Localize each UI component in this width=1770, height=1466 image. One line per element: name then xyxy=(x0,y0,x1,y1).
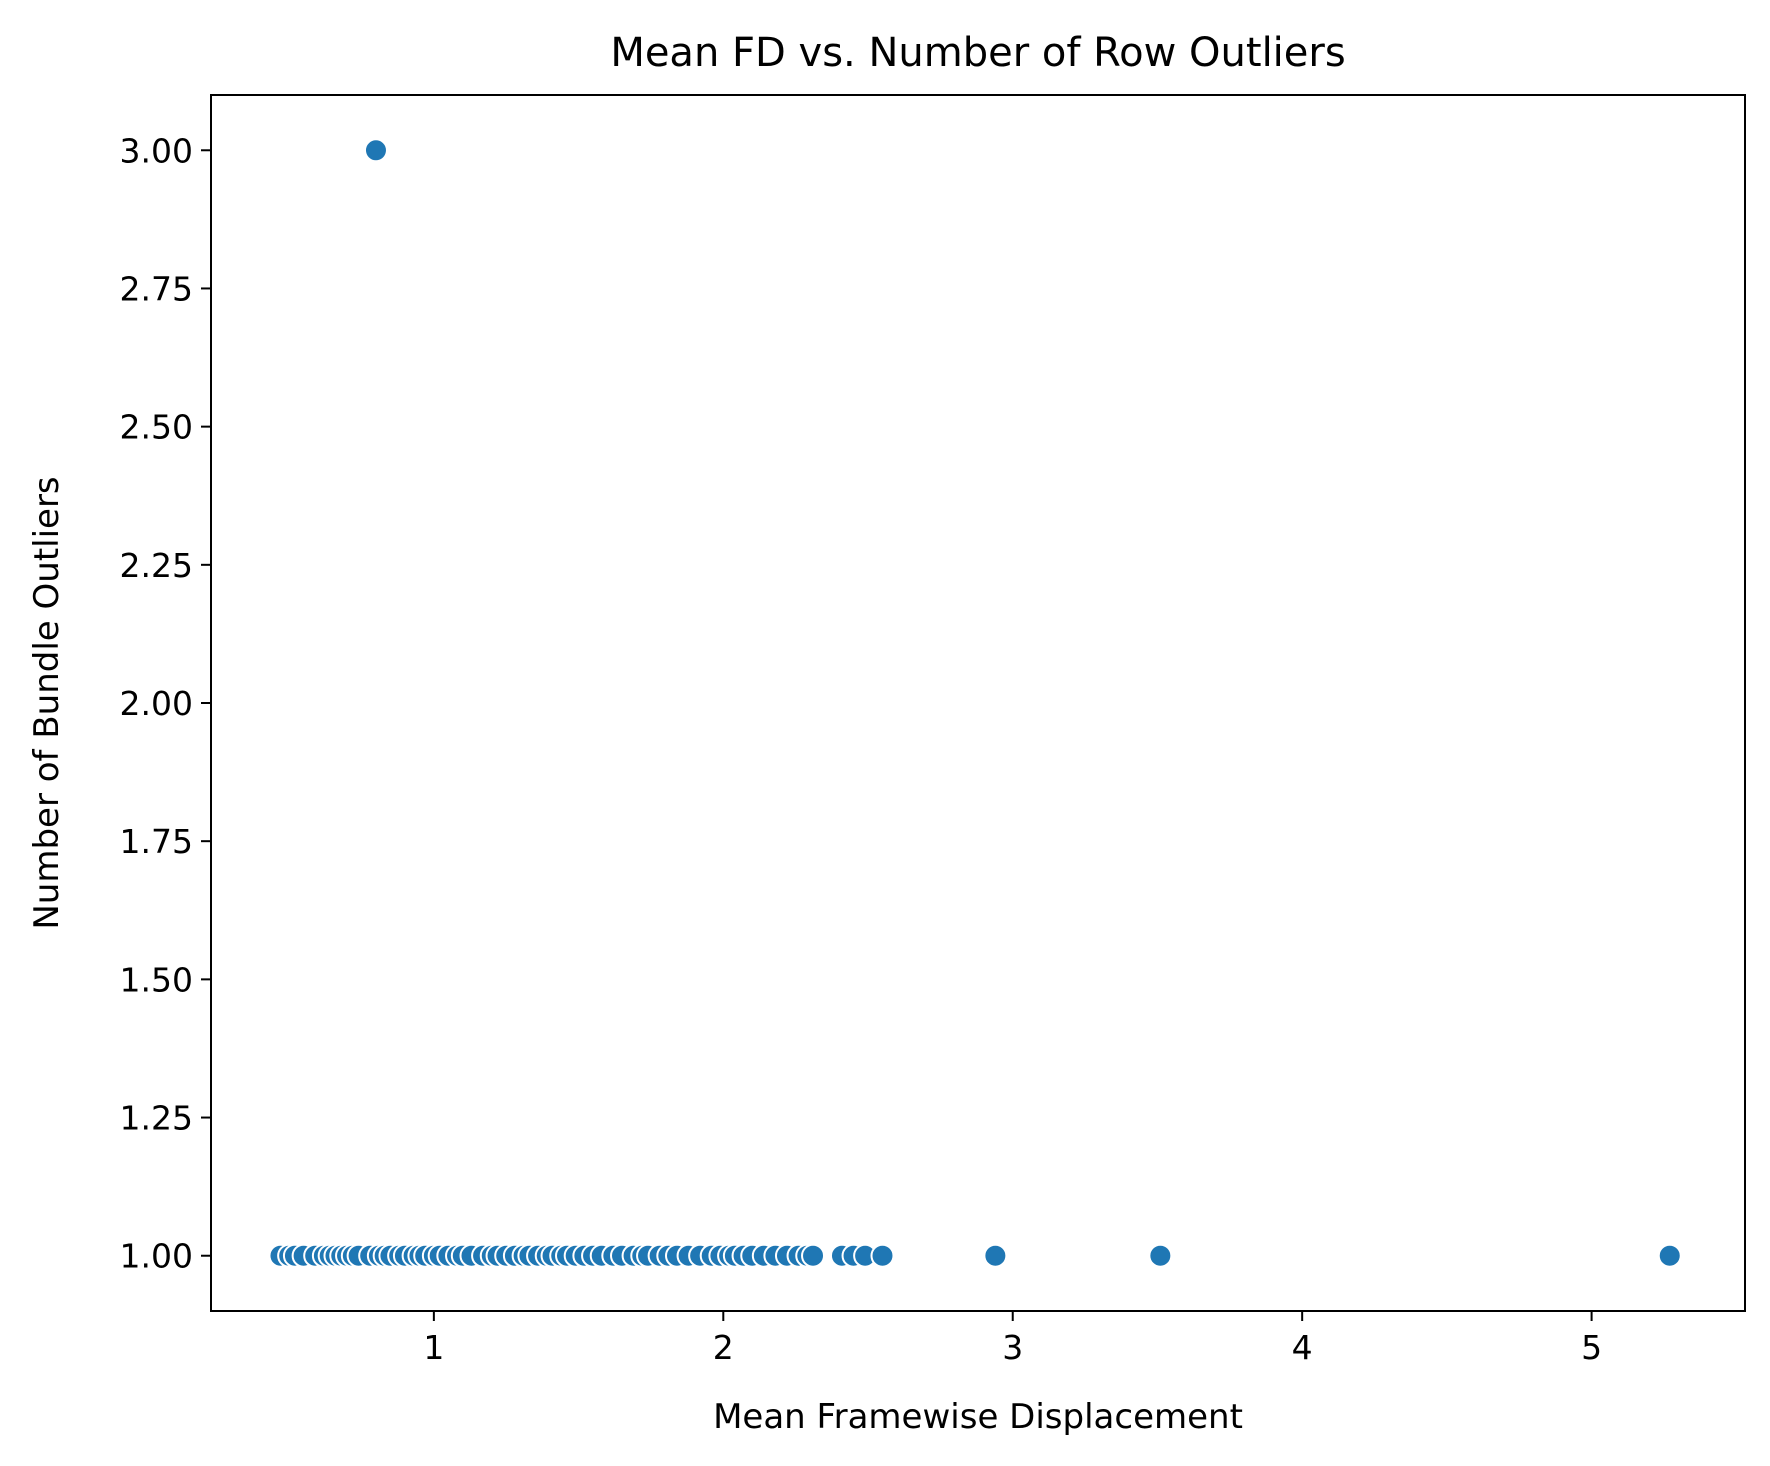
data-point xyxy=(363,138,388,163)
x-axis-label: Mean Framewise Displacement xyxy=(713,1397,1243,1437)
chart-title: Mean FD vs. Number of Row Outliers xyxy=(610,30,1345,76)
y-tick-label: 1.50 xyxy=(120,960,193,999)
data-point xyxy=(1657,1243,1682,1268)
x-tick-label: 3 xyxy=(1002,1328,1023,1367)
data-point xyxy=(1148,1243,1173,1268)
x-tick-label: 4 xyxy=(1292,1328,1313,1367)
y-axis-label: Number of Bundle Outliers xyxy=(27,476,67,929)
data-point xyxy=(801,1243,826,1268)
y-tick-label: 1.75 xyxy=(120,822,193,861)
x-tick-label: 2 xyxy=(713,1328,734,1367)
y-axis-ticks: 1.00 1.25 1.50 1.75 2.00 2.25 2.50 2.75 3.00 xyxy=(120,131,211,1276)
data-points xyxy=(268,138,1682,1268)
y-tick-label: 2.50 xyxy=(120,408,193,447)
data-point xyxy=(870,1243,895,1268)
x-axis-ticks: 1 2 3 4 5 xyxy=(423,1311,1602,1367)
y-tick-label: 1.00 xyxy=(120,1237,193,1276)
y-tick-label: 2.25 xyxy=(120,546,193,585)
plot-frame xyxy=(210,94,1746,1312)
x-tick-label: 5 xyxy=(1581,1328,1602,1367)
x-tick-label: 1 xyxy=(423,1328,444,1367)
y-tick-label: 2.00 xyxy=(120,684,193,723)
data-point xyxy=(983,1243,1008,1268)
y-tick-label: 1.25 xyxy=(120,1099,193,1138)
y-tick-label: 3.00 xyxy=(120,131,193,170)
y-tick-label: 2.75 xyxy=(120,269,193,308)
